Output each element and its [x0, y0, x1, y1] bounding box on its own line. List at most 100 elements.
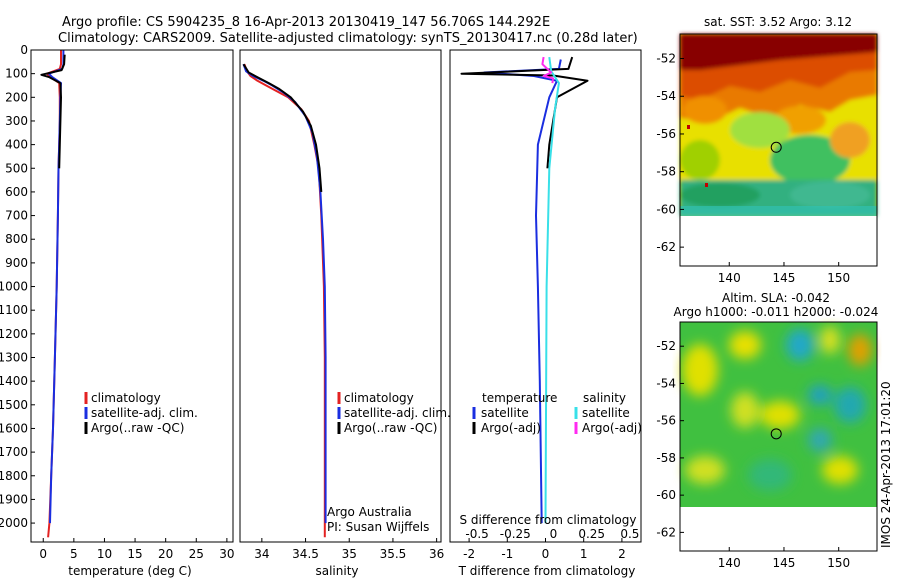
x-tick-label: 36: [429, 547, 444, 561]
x-tick-label: 10: [97, 547, 112, 561]
difference-plot-frame: [449, 49, 642, 543]
map-y-tick-label: -54: [656, 376, 676, 390]
depth-tick-label: 600: [5, 185, 28, 199]
sst-map-frame: [679, 33, 878, 267]
difference-x-label: T difference from climatology: [458, 564, 636, 578]
difference-lines: [460, 56, 589, 524]
difference-legend-t-satellite: satellite: [481, 406, 529, 420]
figure-title-line1: Argo profile: CS 5904235_8 16-Apr-2013 2…: [62, 15, 550, 30]
map-x-tick-label: 150: [827, 556, 850, 570]
depth-tick-label: 900: [5, 256, 28, 270]
salinity-panel: 34 34.5 35 35.5 36 salinity climatology sate…: [239, 49, 451, 578]
figure-title-line2: Climatology: CARS2009. Satellite-adjuste…: [58, 31, 638, 46]
difference-legend-s-argo: Argo(-adj): [582, 421, 642, 435]
top-x-tick-label: 0: [550, 527, 558, 541]
x-tick-label: 35.5: [380, 547, 407, 561]
x-tick-label: 34.5: [292, 547, 319, 561]
sst-argo-position-marker: [770, 141, 782, 153]
salinity-x-label: salinity: [315, 564, 358, 578]
depth-tick-label: 1500: [0, 398, 28, 412]
map-y-tick-label: -58: [656, 451, 676, 465]
series-line-argo-raw-qc-: [242, 63, 323, 192]
series-line-argo-raw-qc-: [40, 54, 66, 169]
salinity-legend-climatology: climatology: [344, 391, 414, 405]
salinity-legend-satellite-adj: satellite-adj. clim.: [344, 406, 451, 420]
salinity-plot-frame: [239, 49, 442, 543]
temperature-x-axis: 0 5 10 15 20 25 30: [39, 538, 235, 561]
map-y-tick-label: -54: [656, 89, 676, 103]
x-tick-label: -1: [501, 547, 513, 561]
x-tick-label: 25: [189, 547, 204, 561]
sst-map-axes: -52 -54 -56 -58 -60 -62 140 145 150: [656, 52, 850, 285]
temperature-legend: climatology satellite-adj. clim. Argo(..…: [84, 391, 198, 435]
map-y-tick-label: -60: [656, 202, 676, 216]
sst-map-title: sat. SST: 3.52 Argo: 3.12: [704, 15, 852, 29]
temperature-legend-climatology: climatology: [91, 391, 161, 405]
x-tick-label: 0: [542, 547, 550, 561]
sla-map-title-line1: Altim. SLA: -0.042: [722, 291, 830, 305]
salinity-legend: climatology satellite-adj. clim. Argo(..…: [337, 391, 451, 435]
depth-tick-label: 1300: [0, 351, 28, 365]
depth-tick-label: 1200: [0, 327, 28, 341]
map-y-tick-label: -62: [656, 240, 676, 254]
series-line-temperature-satellite: [483, 59, 562, 524]
depth-tick-label: 200: [5, 90, 28, 104]
map-y-tick-label: -56: [656, 414, 676, 428]
difference-x-axis: -2 -1 0 1 2 -0.5 -0.25 0 0.25 0.5: [463, 527, 639, 561]
top-x-tick-label: -0.5: [465, 527, 488, 541]
temperature-y-axis: 0 100 200 300 400 500 600 700 800 900 1000 1100 1200…: [0, 43, 35, 530]
sst-map-panel: sat. SST: 3.52 Argo: 3.12: [656, 15, 878, 285]
sla-map-frame: [679, 321, 878, 552]
map-y-tick-label: -52: [656, 52, 676, 66]
depth-tick-label: 700: [5, 209, 28, 223]
difference-panel: -2 -1 0 1 2 -0.5 -0.25 0 0.25 0.5 S difference fr…: [449, 49, 642, 578]
salinity-x-axis: 34 34.5 35 35.5 36: [254, 538, 444, 561]
sla-map-panel: Altim. SLA: -0.042 Argo h1000: -0.011 h2…: [656, 291, 878, 570]
series-line-temperature-argo-adj-: [460, 56, 589, 169]
depth-tick-label: 300: [5, 114, 28, 128]
depth-tick-label: 1100: [0, 303, 28, 317]
sla-argo-position-marker: [770, 428, 782, 440]
map-x-tick-label: 145: [773, 556, 796, 570]
map-x-tick-label: 140: [718, 271, 741, 285]
temperature-x-label: temperature (deg C): [68, 564, 191, 578]
x-tick-label: 5: [70, 547, 78, 561]
difference-legend: temperature salinity satellite Argo(-adj…: [472, 391, 642, 435]
x-tick-label: 30: [219, 547, 234, 561]
depth-tick-label: 1600: [0, 421, 28, 435]
sla-heatmap: [680, 322, 877, 551]
difference-legend-title-temperature: temperature: [482, 391, 557, 405]
x-tick-label: 1: [580, 547, 588, 561]
x-tick-label: 2: [618, 547, 626, 561]
top-x-tick-label: -0.25: [500, 527, 531, 541]
map-y-tick-label: -62: [656, 525, 676, 539]
depth-tick-label: 0: [20, 43, 28, 57]
depth-tick-label: 1700: [0, 445, 28, 459]
top-x-tick-label: 0.5: [620, 527, 639, 541]
temperature-panel: 0 100 200 300 400 500 600 700 800 900 1000 1100 1200…: [0, 43, 235, 578]
map-y-tick-label: -52: [656, 339, 676, 353]
x-tick-label: 20: [158, 547, 173, 561]
salinity-lines: [242, 63, 327, 538]
depth-tick-label: 1900: [0, 492, 28, 506]
depth-tick-label: 1000: [0, 280, 28, 294]
map-x-tick-label: 145: [773, 271, 796, 285]
map-y-tick-label: -60: [656, 488, 676, 502]
depth-tick-label: 800: [5, 232, 28, 246]
depth-tick-label: 2000: [0, 516, 28, 530]
depth-tick-label: 500: [5, 161, 28, 175]
depth-tick-label: 100: [5, 67, 28, 81]
sst-heatmap: [680, 34, 877, 266]
difference-legend-t-argo: Argo(-adj): [481, 421, 541, 435]
map-y-tick-label: -56: [656, 127, 676, 141]
temperature-legend-satellite-adj: satellite-adj. clim.: [91, 406, 198, 420]
x-tick-label: 15: [127, 547, 142, 561]
difference-legend-title-salinity: salinity: [583, 391, 626, 405]
difference-legend-s-satellite: satellite: [582, 406, 630, 420]
series-line-salinity-argo-adj-: [541, 56, 555, 84]
depth-tick-label: 1400: [0, 374, 28, 388]
depth-tick-label: 400: [5, 138, 28, 152]
imos-timestamp: IMOS 24-Apr-2013 17:01:20: [879, 381, 893, 548]
temperature-plot-frame: [30, 49, 234, 543]
